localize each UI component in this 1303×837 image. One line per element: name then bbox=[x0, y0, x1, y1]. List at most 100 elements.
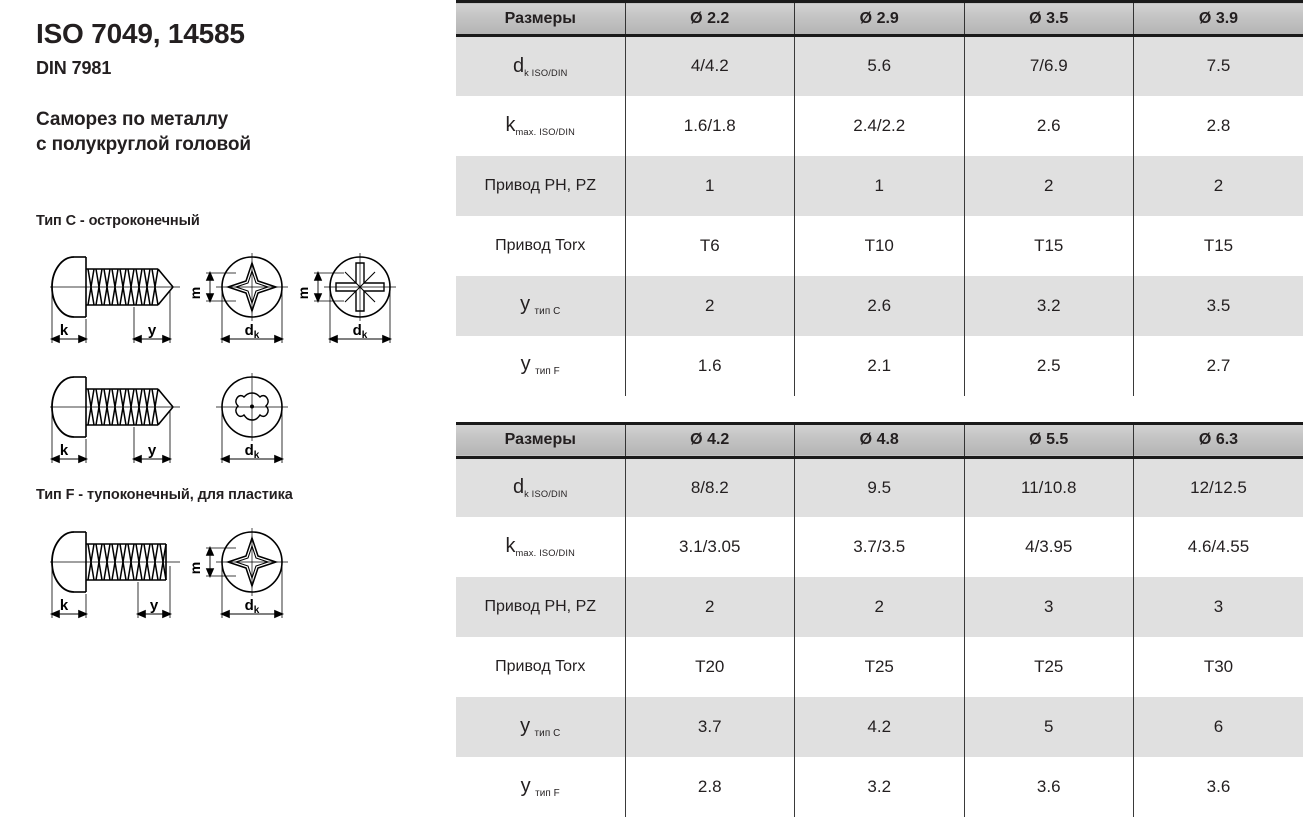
cell-value: 2.8 bbox=[625, 757, 795, 817]
spec-table-small-diameters: Размеры Ø 2.2 Ø 2.9 Ø 3.5 Ø 3.9 dk ISO/D… bbox=[456, 0, 1303, 396]
row-label-y-type-f: у тип F bbox=[456, 757, 626, 817]
header-cell-dimensions: Размеры bbox=[456, 0, 626, 37]
header-cell-d48: Ø 4.8 bbox=[794, 421, 965, 459]
cell-value: 2 bbox=[625, 577, 795, 637]
spec-tables-container: Размеры Ø 2.2 Ø 2.9 Ø 3.5 Ø 3.9 dk ISO/D… bbox=[456, 0, 1303, 817]
row-label-dk: dk ISO/DIN bbox=[456, 35, 626, 96]
cell-value: 5.6 bbox=[794, 35, 965, 96]
left-info-column: ISO 7049, 14585 DIN 7981 Саморез по мета… bbox=[0, 0, 452, 837]
cell-value: 9.5 bbox=[794, 457, 965, 517]
dim-label-k: k bbox=[60, 597, 69, 614]
dim-label-m-ph: m bbox=[187, 287, 203, 299]
cell-value: 4.6/4.55 bbox=[1133, 517, 1303, 577]
type-c-drawing-row-1: k y bbox=[30, 243, 410, 353]
table-row: kmax. ISO/DIN 1.6/1.8 2.4/2.2 2.6 2.8 bbox=[456, 95, 1303, 156]
row-label-dk: dk ISO/DIN bbox=[456, 457, 626, 517]
cell-value: 11/10.8 bbox=[964, 457, 1134, 517]
header-cell-d29: Ø 2.9 bbox=[794, 0, 965, 37]
cell-value: 2 bbox=[625, 275, 795, 336]
dim-label-y: y bbox=[148, 442, 157, 459]
header-cell-d22: Ø 2.2 bbox=[625, 0, 795, 37]
header-cell-d42: Ø 4.2 bbox=[625, 421, 795, 459]
cell-value: 12/12.5 bbox=[1133, 457, 1303, 517]
row-label-kmax: kmax. ISO/DIN bbox=[456, 95, 626, 156]
cell-value: T25 bbox=[964, 637, 1134, 697]
dim-label-m-pz: m bbox=[295, 287, 311, 299]
table-row: у тип С 2 2.6 3.2 3.5 bbox=[456, 275, 1303, 336]
screw-drawings-c1: k y bbox=[49, 253, 396, 344]
cell-value: 1.6/1.8 bbox=[625, 95, 795, 156]
type-c-drawing-row-2: k y dk bbox=[30, 363, 320, 473]
table-row: Привод PH, PZ 1 1 2 2 bbox=[456, 155, 1303, 216]
row-label-drive-torx: Привод Torx bbox=[456, 637, 626, 697]
table-row: Привод Torx T20 T25 T25 T30 bbox=[456, 637, 1303, 697]
type-c-heading: Тип C - остроконечный bbox=[36, 213, 200, 229]
row-label-drive-torx: Привод Torx bbox=[456, 215, 626, 276]
cell-value: 4/4.2 bbox=[625, 35, 795, 96]
cell-value: 2.4/2.2 bbox=[794, 95, 965, 156]
cell-value: 3.6 bbox=[964, 757, 1134, 817]
table-row: dk ISO/DIN 4/4.2 5.6 7/6.9 7.5 bbox=[456, 35, 1303, 96]
dim-label-dk-torx: dk bbox=[245, 442, 260, 461]
cell-value: 2.8 bbox=[1133, 95, 1303, 156]
product-name-line1: Саморез по металлу bbox=[36, 109, 229, 131]
header-cell-d39: Ø 3.9 bbox=[1133, 0, 1303, 37]
cell-value: 2.6 bbox=[794, 275, 965, 336]
cell-value: 3.2 bbox=[794, 757, 965, 817]
dim-label-y: y bbox=[150, 597, 159, 614]
product-name-line2: с полукруглой головой bbox=[36, 134, 251, 156]
cell-value: 3.1/3.05 bbox=[625, 517, 795, 577]
screw-drawings-f1: k y bbox=[49, 528, 288, 619]
cell-value: 3 bbox=[1133, 577, 1303, 637]
title-block: ISO 7049, 14585 DIN 7981 Саморез по мета… bbox=[36, 18, 436, 157]
cell-value: 3.7/3.5 bbox=[794, 517, 965, 577]
cell-value: 3.7 bbox=[625, 697, 795, 757]
cell-value: 4.2 bbox=[794, 697, 965, 757]
table-row: у тип F 2.8 3.2 3.6 3.6 bbox=[456, 757, 1303, 817]
type-f-heading: Тип F - тупоконечный, для пластика bbox=[36, 487, 293, 503]
header-cell-d63: Ø 6.3 bbox=[1133, 421, 1303, 459]
dim-label-k: k bbox=[60, 442, 69, 459]
cell-value: 2 bbox=[794, 577, 965, 637]
row-label-kmax: kmax. ISO/DIN bbox=[456, 517, 626, 577]
dim-label-m-ph-f: m bbox=[187, 562, 203, 574]
table-row: Привод PH, PZ 2 2 3 3 bbox=[456, 577, 1303, 637]
cell-value: T6 bbox=[625, 215, 795, 276]
screw-drawings-c2: k y dk bbox=[49, 373, 288, 464]
table-row: у тип F 1.6 2.1 2.5 2.7 bbox=[456, 335, 1303, 396]
cell-value: T30 bbox=[1133, 637, 1303, 697]
cell-value: 5 bbox=[964, 697, 1134, 757]
dim-label-dk-ph: dk bbox=[245, 322, 260, 341]
cell-value: 2.7 bbox=[1133, 335, 1303, 396]
cell-value: T15 bbox=[964, 215, 1134, 276]
cell-value: T25 bbox=[794, 637, 965, 697]
table-row: Привод Torx T6 T10 T15 T15 bbox=[456, 215, 1303, 276]
table-row: kmax. ISO/DIN 3.1/3.05 3.7/3.5 4/3.95 4.… bbox=[456, 517, 1303, 577]
spec-table-large-diameters: Размеры Ø 4.2 Ø 4.8 Ø 5.5 Ø 6.3 dk ISO/D… bbox=[456, 421, 1303, 817]
row-label-drive-ph-pz: Привод PH, PZ bbox=[456, 155, 626, 216]
standard-title: ISO 7049, 14585 bbox=[36, 18, 245, 49]
header-cell-d35: Ø 3.5 bbox=[964, 0, 1134, 37]
row-label-drive-ph-pz: Привод PH, PZ bbox=[456, 577, 626, 637]
cell-value: 6 bbox=[1133, 697, 1303, 757]
cell-value: T10 bbox=[794, 215, 965, 276]
table-header-row: Размеры Ø 2.2 Ø 2.9 Ø 3.5 Ø 3.9 bbox=[456, 0, 1303, 37]
cell-value: 2.5 bbox=[964, 335, 1134, 396]
row-label-y-type-c: у тип С bbox=[456, 697, 626, 757]
header-cell-d55: Ø 5.5 bbox=[964, 421, 1134, 459]
cell-value: 2 bbox=[964, 155, 1134, 216]
dim-label-dk-ph-f: dk bbox=[245, 597, 260, 616]
header-cell-dimensions: Размеры bbox=[456, 421, 626, 459]
table-row: у тип С 3.7 4.2 5 6 bbox=[456, 697, 1303, 757]
cell-value: 1.6 bbox=[625, 335, 795, 396]
cell-value: 3 bbox=[964, 577, 1134, 637]
cell-value: 2.6 bbox=[964, 95, 1134, 156]
cell-value: 4/3.95 bbox=[964, 517, 1134, 577]
type-f-drawing-row: k y bbox=[30, 518, 320, 628]
table-row: dk ISO/DIN 8/8.2 9.5 11/10.8 12/12.5 bbox=[456, 457, 1303, 517]
dim-label-y: y bbox=[148, 322, 157, 339]
cell-value: 3.6 bbox=[1133, 757, 1303, 817]
row-label-y-type-f: у тип F bbox=[456, 335, 626, 396]
table-header-row: Размеры Ø 4.2 Ø 4.8 Ø 5.5 Ø 6.3 bbox=[456, 421, 1303, 459]
